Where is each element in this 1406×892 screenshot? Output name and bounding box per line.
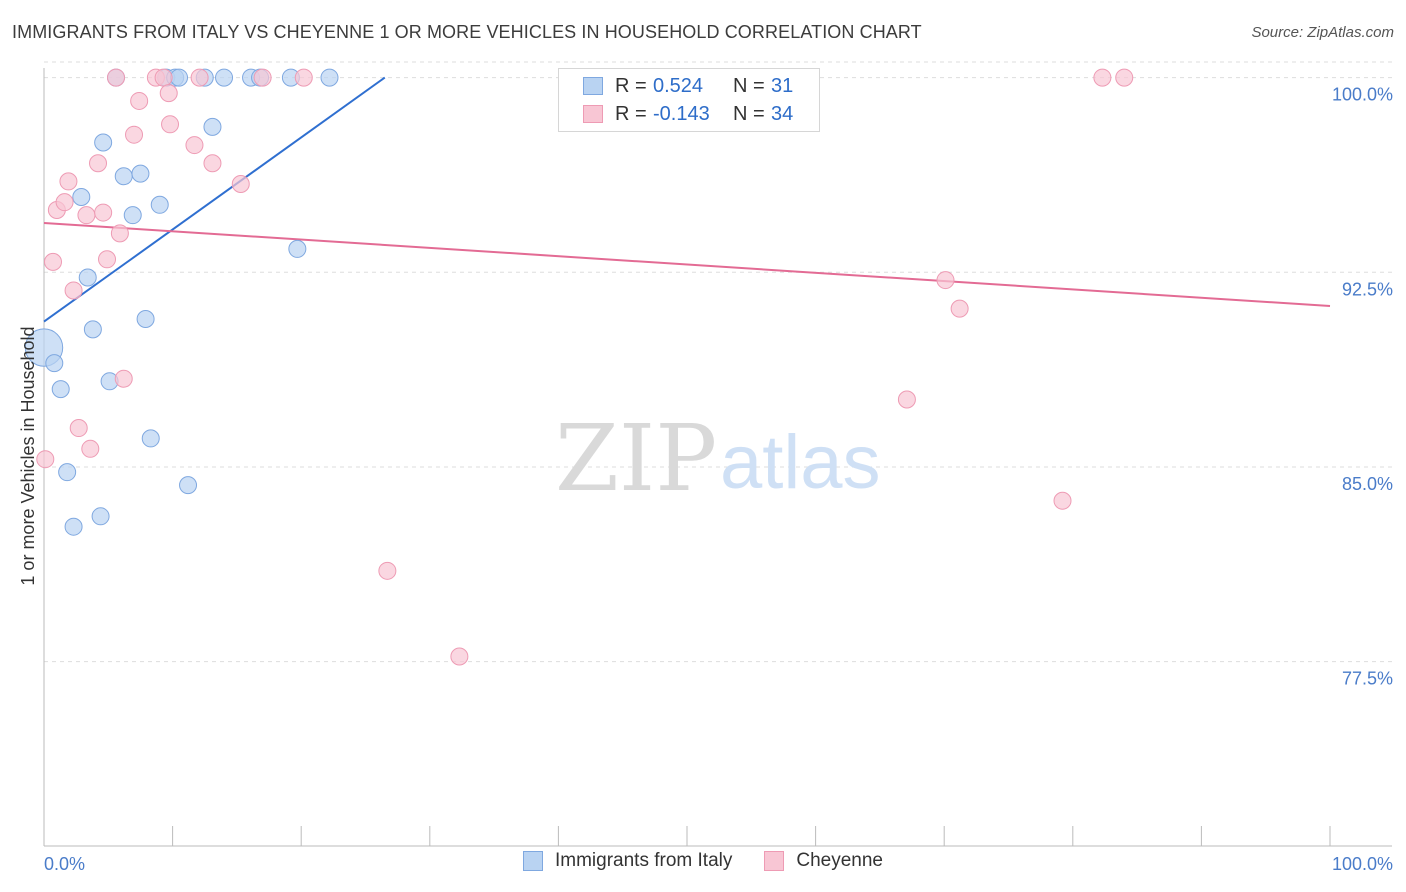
x-tick-label: 100.0% (1332, 854, 1393, 874)
point-italy (78, 268, 97, 287)
legend-row-italy: R = 0.524 N = 31 (583, 73, 793, 99)
point-italy (51, 380, 70, 399)
point-cheyenne (55, 193, 74, 212)
legend-item-italy[interactable]: Immigrants from Italy (523, 850, 732, 872)
point-italy (170, 68, 189, 87)
y-tick-label: 92.5% (1342, 279, 1393, 299)
point-cheyenne (154, 68, 173, 87)
point-cheyenne (107, 68, 126, 87)
y-tick-label: 77.5% (1342, 669, 1393, 689)
point-cheyenne (125, 125, 144, 144)
legend-swatch-pink (764, 851, 785, 871)
data-points (24, 68, 1134, 666)
point-italy (45, 354, 64, 373)
point-cheyenne (59, 172, 78, 191)
legend-swatch-blue (523, 851, 543, 871)
point-cheyenne (161, 115, 180, 134)
grid-lines (44, 61, 1392, 663)
point-cheyenne (1053, 491, 1072, 510)
point-cheyenne (110, 224, 129, 243)
point-cheyenne (294, 68, 313, 87)
point-cheyenne (450, 647, 469, 666)
trend-line-italy (43, 76, 386, 323)
point-cheyenne (897, 390, 916, 409)
legend-label-italy: Immigrants from Italy (555, 850, 733, 871)
watermark-zip: ZIP (555, 405, 717, 512)
point-cheyenne (936, 271, 955, 290)
point-italy (136, 310, 155, 329)
legend-r-value: 0.524 (653, 74, 704, 97)
point-cheyenne (253, 68, 272, 87)
point-cheyenne (185, 136, 204, 155)
point-cheyenne (378, 561, 397, 580)
point-cheyenne (89, 154, 108, 173)
source-label: Source: ZipAtlas.com (1251, 24, 1394, 41)
point-cheyenne (231, 175, 250, 194)
y-axis-label: 1 or more Vehicles in Household (18, 326, 38, 585)
point-cheyenne (77, 206, 96, 225)
series-legend: Immigrants from Italy Cheyenne (0, 850, 1406, 872)
point-cheyenne (36, 450, 55, 469)
x-tick-labels: 0.0% 100.0% (44, 854, 1393, 874)
point-cheyenne (190, 68, 209, 87)
legend-r-label: R = (615, 74, 647, 97)
point-italy (179, 476, 198, 495)
point-cheyenne (69, 419, 88, 438)
y-tick-label: 100.0% (1332, 85, 1393, 105)
point-cheyenne (44, 252, 63, 271)
point-cheyenne (1115, 68, 1134, 87)
legend-label-cheyenne: Cheyenne (796, 850, 883, 871)
trend-line-cheyenne (43, 221, 1331, 308)
point-italy (72, 187, 91, 206)
point-italy (58, 463, 77, 482)
legend-swatch-blue (583, 77, 603, 95)
point-italy (114, 167, 133, 186)
point-cheyenne (81, 439, 100, 458)
point-italy (131, 164, 150, 183)
point-italy (141, 429, 160, 448)
point-italy (64, 517, 83, 536)
point-italy (203, 117, 222, 136)
point-italy (215, 68, 234, 87)
legend-row-cheyenne: R = -0.143 N = 34 (583, 101, 793, 127)
point-italy (83, 320, 102, 339)
trend-lines (43, 76, 1331, 323)
legend-n-value: 31 (771, 74, 794, 97)
legend-r-label: R = (615, 102, 647, 125)
point-italy (320, 68, 339, 87)
point-cheyenne (114, 369, 133, 388)
point-cheyenne (94, 203, 113, 222)
y-tick-labels: 100.0% 92.5% 85.0% 77.5% (1332, 85, 1393, 689)
legend-item-cheyenne[interactable]: Cheyenne (764, 850, 883, 872)
legend-r-value: -0.143 (653, 102, 710, 125)
point-italy (94, 133, 113, 152)
point-italy (91, 507, 110, 526)
point-cheyenne (64, 281, 83, 300)
legend-n-label: N = (733, 102, 765, 125)
point-cheyenne (203, 154, 222, 173)
legend-swatch-pink (583, 105, 603, 123)
point-cheyenne (159, 84, 178, 103)
point-italy (288, 239, 307, 258)
x-tick-label: 0.0% (44, 854, 85, 874)
y-tick-label: 85.0% (1342, 474, 1393, 494)
point-cheyenne (950, 299, 969, 318)
point-cheyenne (130, 91, 149, 110)
point-cheyenne (98, 250, 117, 269)
correlation-legend: R = 0.524 N = 31 R = -0.143 N = 34 (558, 68, 820, 132)
point-italy (150, 195, 169, 214)
legend-n-value: 34 (771, 102, 794, 125)
point-italy (123, 206, 142, 225)
point-cheyenne (1093, 68, 1112, 87)
chart-title: IMMIGRANTS FROM ITALY VS CHEYENNE 1 OR M… (12, 22, 922, 42)
legend-n-label: N = (733, 74, 765, 97)
watermark-atlas: atlas (720, 420, 881, 505)
